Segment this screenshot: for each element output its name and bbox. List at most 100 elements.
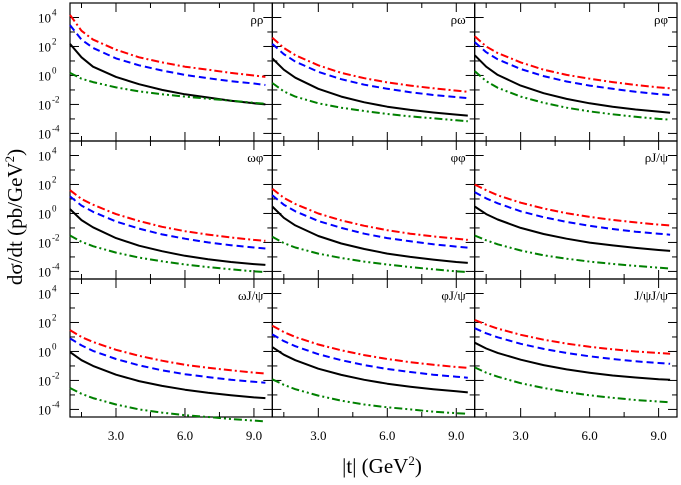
y-tick-exponent: -2	[52, 232, 60, 242]
series-line-2	[271, 194, 468, 249]
y-tick-exponent: -4	[52, 399, 60, 409]
series-line-1	[474, 183, 671, 227]
series-line-3	[271, 346, 468, 394]
panel-frame	[271, 2, 476, 142]
panel-label: ρρ	[250, 12, 263, 27]
series-line-4	[271, 378, 468, 415]
y-tick-label: 10	[38, 315, 51, 330]
x-tick-label: 9.0	[448, 428, 464, 443]
panel-5: φφ	[271, 140, 476, 280]
panel-frame	[474, 278, 678, 418]
x-tick-label: 3.0	[310, 428, 326, 443]
y-axis-title-close: )	[3, 149, 27, 156]
series-line-1	[271, 188, 468, 241]
y-tick-exponent: 4	[52, 7, 57, 17]
series-line-3	[271, 205, 468, 264]
series-line-4	[69, 234, 266, 274]
panel-label: ωφ	[247, 150, 263, 165]
series-line-1	[69, 14, 266, 78]
panel-frame	[69, 140, 273, 280]
y-tick-label: 10	[38, 10, 51, 25]
x-tick-label: 6.0	[582, 428, 598, 443]
y-tick-label: 10	[38, 286, 51, 301]
panel-label: ρJ/ψ	[645, 150, 668, 165]
panel-label: φJ/ψ	[441, 288, 465, 303]
y-tick-exponent: 2	[52, 312, 57, 322]
series-line-1	[271, 324, 468, 369]
series-line-4	[69, 387, 266, 423]
y-tick-label: 10	[38, 206, 51, 221]
y-tick-exponent: 0	[52, 203, 57, 213]
panel-label: J/ψJ/ψ	[634, 288, 668, 303]
series-line-1	[69, 189, 266, 242]
y-tick-label: 10	[38, 177, 51, 192]
series-line-3	[474, 205, 671, 252]
panel-label: ρφ	[654, 12, 668, 27]
y-tick-exponent: 4	[52, 283, 57, 293]
y-tick-label: 10	[38, 264, 51, 279]
x-tick-label: 9.0	[650, 428, 666, 443]
panel-label: ωJ/ψ	[238, 288, 263, 303]
y-tick-label: 10	[38, 68, 51, 83]
panel-frame	[271, 140, 476, 280]
series-line-3	[69, 351, 266, 400]
y-tick-exponent: -4	[52, 123, 60, 133]
y-tick-exponent: -2	[52, 94, 60, 104]
panel-2: ρω	[271, 2, 476, 142]
series-line-3	[474, 341, 671, 381]
series-line-1	[474, 318, 671, 355]
x-tick-label: 6.0	[379, 428, 395, 443]
x-axis-title: |t| (GeV2)	[342, 453, 422, 478]
y-tick-exponent: 0	[52, 341, 57, 351]
panel-frame	[474, 2, 678, 142]
y-tick-exponent: 4	[52, 145, 57, 155]
y-tick-label: 10	[38, 97, 51, 112]
x-axis-title-base: |t| (GeV	[342, 454, 408, 478]
series-line-3	[271, 57, 468, 117]
series-line-4	[474, 234, 671, 270]
series-line-3	[473, 54, 671, 114]
y-tick-label: 10	[38, 39, 51, 54]
panel-6: ρJ/ψ	[474, 140, 678, 280]
series-line-1	[474, 35, 671, 90]
series-line-2	[474, 41, 671, 97]
y-tick-label: 10	[38, 235, 51, 250]
y-tick-label: 10	[38, 344, 51, 359]
panel-8: φJ/ψ 3.0 6.0 9.0	[271, 278, 476, 443]
x-tick-label: 3.0	[108, 428, 124, 443]
y-tick-exponent: 0	[52, 65, 57, 75]
y-axis-title-sup: 2	[2, 156, 17, 163]
x-axis-title-sup: 2	[408, 453, 415, 468]
series-line-2	[69, 195, 266, 250]
series-line-4	[271, 82, 468, 123]
y-tick-exponent: 2	[52, 174, 57, 184]
series-line-4	[271, 235, 468, 274]
x-tick-label: 3.0	[513, 428, 529, 443]
series-line-2	[69, 24, 266, 86]
y-axis-title: dσ/dt (pb/GeV2)	[2, 149, 27, 285]
x-tick-label: 9.0	[246, 428, 262, 443]
panel-label: ρω	[451, 12, 466, 27]
x-axis-title-close: )	[415, 454, 422, 478]
y-axis-title-base: dσ/dt (pb/GeV	[3, 162, 27, 285]
series-line-2	[474, 327, 671, 365]
series-line-1	[69, 329, 266, 375]
y-tick-exponent: 2	[52, 36, 57, 46]
panel-9: J/ψJ/ψ 3.0 6.0 9.0	[474, 278, 678, 443]
y-tick-label: 10	[38, 373, 51, 388]
panel-label: φφ	[451, 150, 466, 165]
series-line-4	[69, 72, 266, 105]
y-tick-exponent: -4	[52, 261, 60, 271]
y-tick-label: 10	[38, 402, 51, 417]
series-line-2	[271, 43, 468, 100]
series-line-1	[271, 36, 468, 93]
series-line-4	[474, 366, 671, 404]
y-tick-label: 10	[38, 148, 51, 163]
panel-3: ρφ	[473, 2, 678, 142]
series-line-3	[69, 208, 266, 266]
